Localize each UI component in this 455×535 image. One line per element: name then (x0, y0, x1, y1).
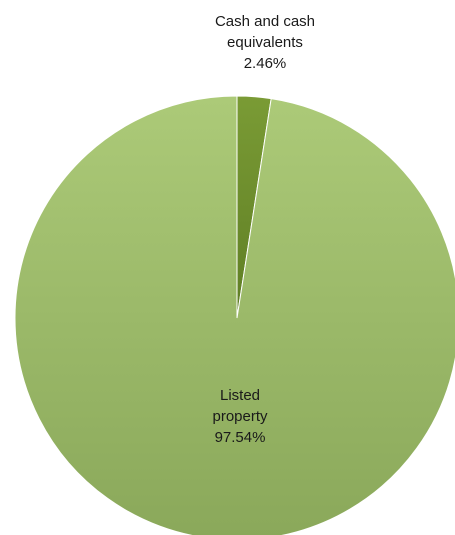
pie-slice-listed-property (14, 95, 455, 535)
slice-label-listed-property: Listed property 97.54% (212, 387, 268, 446)
pie-labels: Cash and cash equivalents 2.46% Listed prope… (212, 13, 315, 446)
slice-label-cash-and-cash-equivalents: Cash and cash equivalents 2.46% (215, 13, 315, 72)
pie-slices (14, 95, 455, 535)
